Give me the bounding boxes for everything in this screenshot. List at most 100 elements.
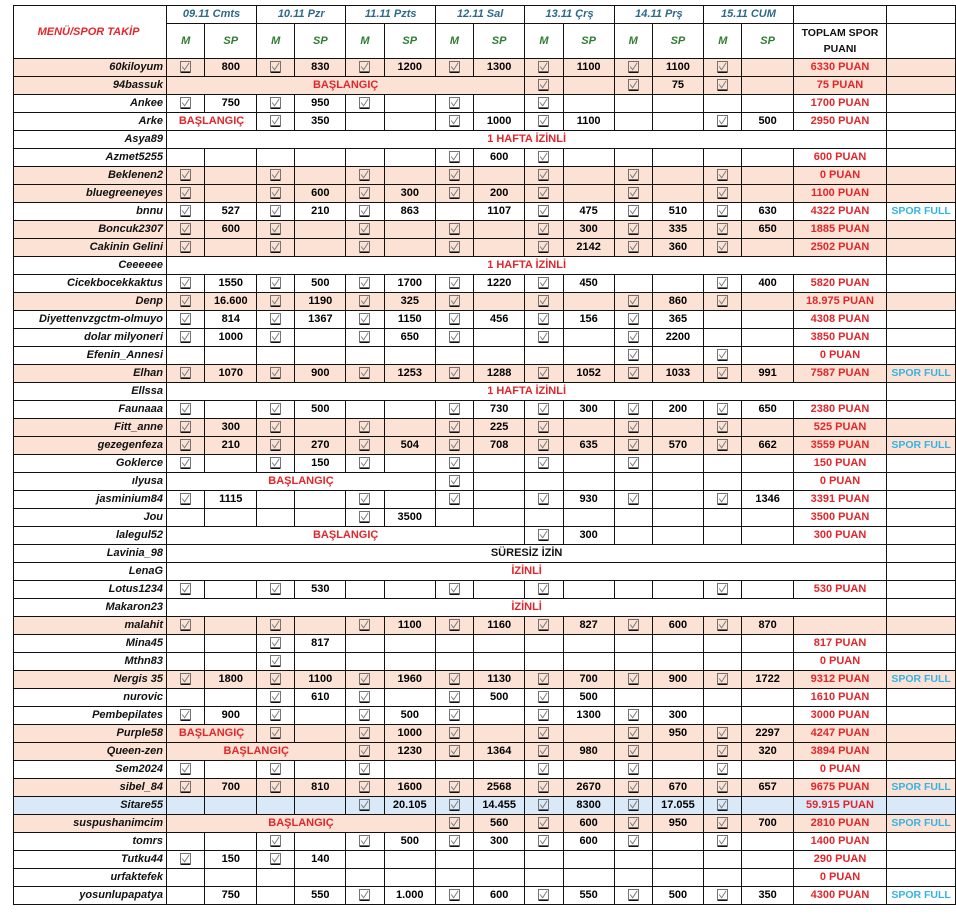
menu-check-cell bbox=[345, 832, 385, 851]
menu-check-cell bbox=[256, 634, 296, 653]
menu-check-cell bbox=[613, 724, 653, 743]
score-cell bbox=[383, 400, 436, 419]
checkbox-checked-icon bbox=[538, 187, 550, 200]
checkbox-checked-icon bbox=[270, 61, 282, 74]
checkbox-checked-icon bbox=[449, 241, 460, 254]
score-cell: 210 bbox=[204, 436, 258, 455]
menu-check-cell bbox=[166, 616, 206, 635]
menu-check-cell bbox=[524, 886, 564, 905]
menu-check-cell bbox=[345, 508, 385, 527]
score-cell bbox=[562, 148, 615, 167]
checkbox-checked-icon bbox=[180, 619, 192, 632]
score-cell bbox=[434, 868, 474, 887]
table-row: Mthn83 0 PUAN bbox=[12, 652, 956, 671]
checkbox-checked-icon bbox=[449, 187, 460, 200]
day-header: 13.11 Çrş bbox=[524, 5, 615, 24]
score-cell: 1300 bbox=[472, 58, 526, 77]
score-cell: 2297 bbox=[741, 724, 794, 743]
checkbox-checked-icon bbox=[270, 367, 282, 380]
checkbox-checked-icon bbox=[538, 277, 550, 290]
score-cell: 600 bbox=[472, 886, 526, 905]
sport-column-header: SP bbox=[741, 23, 794, 59]
checkbox-checked-icon bbox=[180, 367, 192, 380]
score-cell bbox=[613, 94, 653, 113]
menu-check-cell bbox=[166, 274, 206, 293]
score-cell bbox=[472, 724, 526, 743]
menu-check-cell bbox=[434, 616, 474, 635]
checkbox-checked-icon bbox=[359, 169, 371, 182]
menu-check-cell bbox=[166, 184, 206, 203]
checkbox-checked-icon bbox=[359, 457, 371, 470]
menu-check-cell bbox=[166, 202, 206, 221]
total-points: 300 PUAN bbox=[792, 526, 888, 545]
menu-check-cell bbox=[524, 724, 564, 743]
score-cell bbox=[472, 94, 526, 113]
score-cell: 1.000 bbox=[383, 886, 436, 905]
spor-full-badge bbox=[886, 796, 956, 815]
score-cell bbox=[294, 832, 347, 851]
score-cell bbox=[741, 58, 794, 77]
score-cell bbox=[294, 616, 347, 635]
total-header: TOPLAM SPOR PUANI bbox=[792, 23, 888, 59]
score-cell: 8300 bbox=[562, 796, 615, 815]
checkbox-checked-icon bbox=[270, 655, 282, 668]
checkbox-checked-icon bbox=[627, 187, 639, 200]
score-cell bbox=[651, 742, 705, 761]
table-row: Asya89 1 HAFTA İZİNLİ bbox=[12, 130, 956, 149]
checkbox-checked-icon bbox=[270, 205, 282, 218]
menu-check-cell bbox=[434, 454, 474, 473]
score-cell bbox=[294, 148, 347, 167]
menu-check-cell bbox=[613, 292, 653, 311]
score-cell: 500 bbox=[383, 706, 436, 725]
score-cell bbox=[741, 634, 794, 653]
spor-full-badge bbox=[886, 346, 956, 365]
score-cell bbox=[741, 706, 794, 725]
checkbox-checked-icon bbox=[717, 835, 729, 848]
spor-full-badge bbox=[886, 868, 956, 887]
score-cell: 300 bbox=[472, 832, 526, 851]
score-cell: 20.105 bbox=[383, 796, 436, 815]
score-cell: 657 bbox=[741, 778, 794, 797]
menu-check-cell bbox=[703, 814, 743, 833]
menu-check-cell bbox=[613, 184, 653, 203]
spor-full-badge bbox=[886, 130, 956, 149]
score-cell bbox=[472, 580, 526, 599]
score-cell: 17.055 bbox=[651, 796, 705, 815]
score-cell: 1115 bbox=[204, 490, 258, 509]
member-name: malahit bbox=[12, 616, 168, 635]
menu-check-cell bbox=[524, 112, 564, 131]
score-cell: 600 bbox=[294, 184, 347, 203]
member-name: urfaktefek bbox=[12, 868, 168, 887]
checkbox-checked-icon bbox=[449, 223, 460, 236]
score-cell bbox=[204, 400, 258, 419]
score-cell bbox=[383, 94, 436, 113]
score-cell: 550 bbox=[562, 886, 615, 905]
checkbox-checked-icon bbox=[538, 835, 550, 848]
sport-column-header: SP bbox=[562, 23, 615, 59]
menu-check-cell bbox=[434, 886, 474, 905]
checkbox-checked-icon bbox=[717, 295, 729, 308]
table-row: Arke BAŞLANGIÇ 350 1000 1100 500 2950 PUAN bbox=[12, 112, 956, 131]
status-span: BAŞLANGIÇ bbox=[166, 526, 526, 545]
total-points: 600 PUAN bbox=[792, 148, 888, 167]
table-row: suspushanimcim BAŞLANGIÇ 560 600 950 700 2810 … bbox=[12, 814, 956, 833]
score-cell bbox=[472, 868, 526, 887]
checkbox-checked-icon bbox=[717, 745, 729, 758]
menu-check-cell bbox=[256, 364, 296, 383]
spor-full-badge bbox=[886, 688, 956, 707]
checkbox-checked-icon bbox=[180, 709, 192, 722]
total-points: 2502 PUAN bbox=[792, 238, 888, 257]
score-cell bbox=[472, 454, 526, 473]
menu-check-cell bbox=[166, 328, 206, 347]
score-cell: 1100 bbox=[562, 112, 615, 131]
score-cell: 817 bbox=[294, 634, 347, 653]
score-cell bbox=[562, 328, 615, 347]
total-points: 5820 PUAN bbox=[792, 274, 888, 293]
menu-check-cell bbox=[524, 328, 564, 347]
score-cell: 700 bbox=[204, 778, 258, 797]
checkbox-checked-icon bbox=[627, 619, 639, 632]
member-name: Fitt_anne bbox=[12, 418, 168, 437]
table-row: Ellssa 1 HAFTA İZİNLİ bbox=[12, 382, 956, 401]
checkbox-checked-icon bbox=[270, 763, 282, 776]
score-cell bbox=[651, 868, 705, 887]
